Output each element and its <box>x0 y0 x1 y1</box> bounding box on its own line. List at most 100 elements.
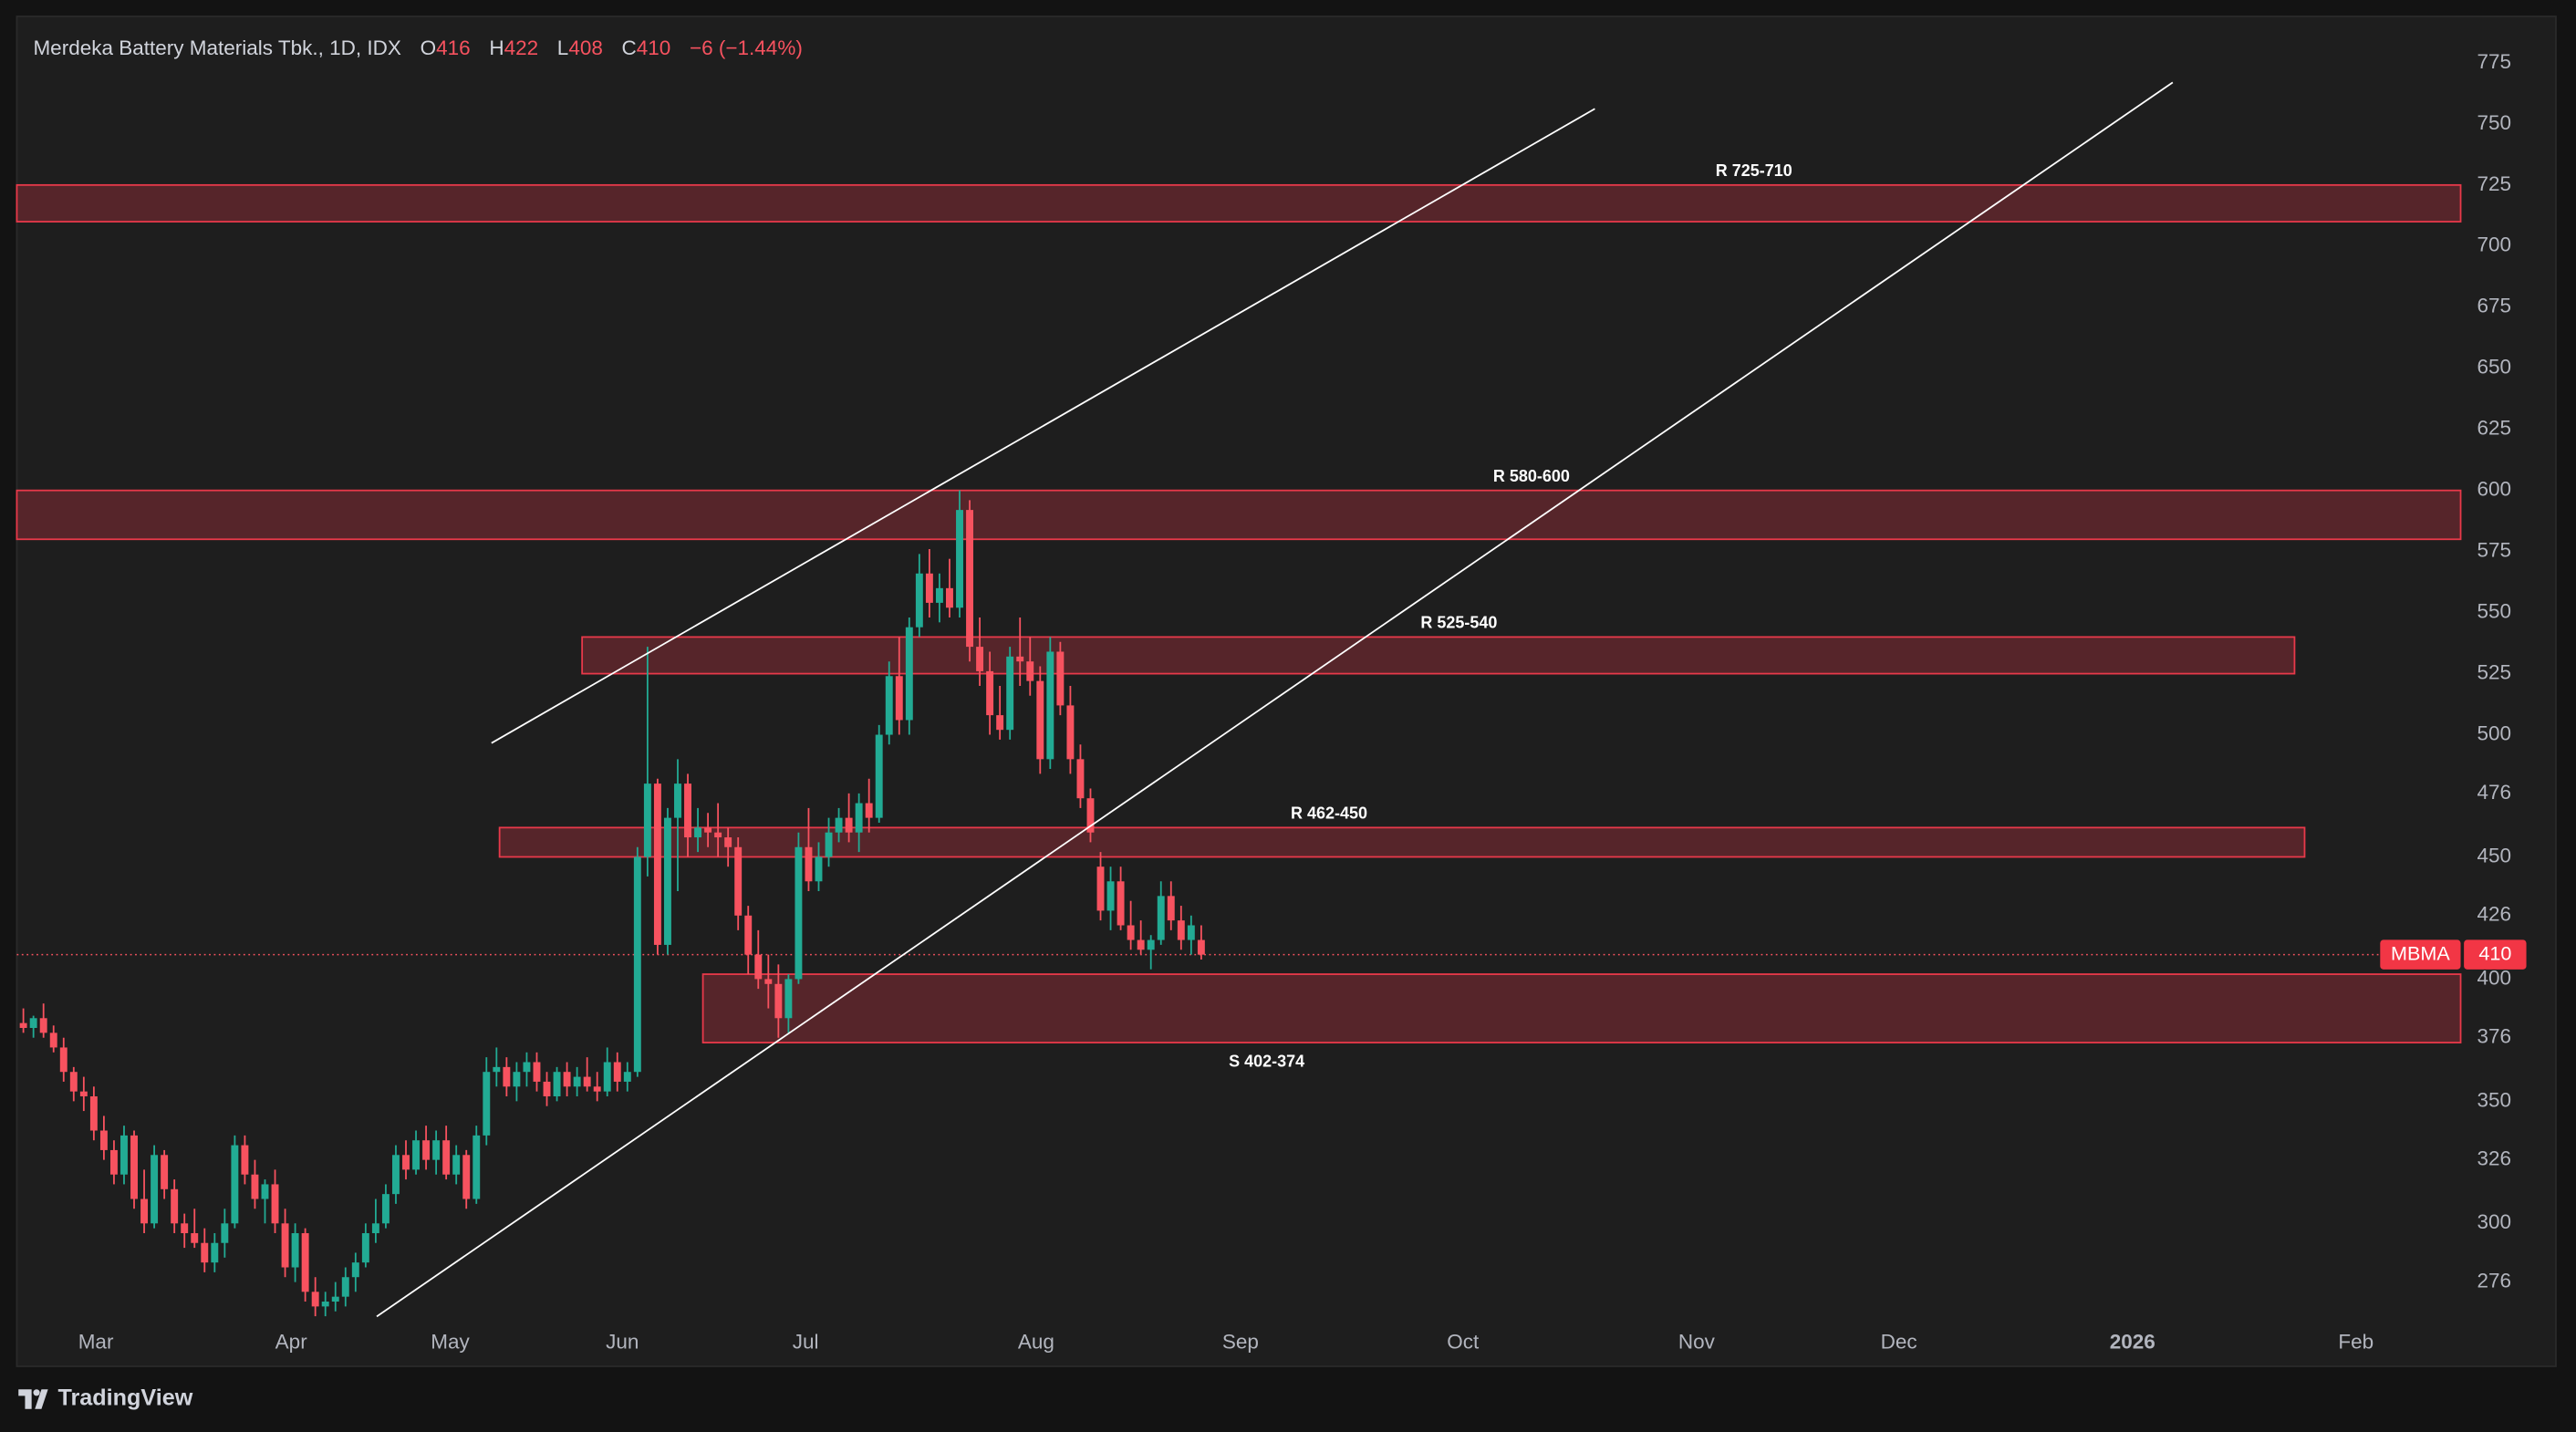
candle-body <box>1036 680 1044 760</box>
chart-header: Merdeka Battery Materials Tbk., 1D, IDX … <box>33 36 802 59</box>
candle-body <box>201 1242 209 1263</box>
candle-body <box>784 979 793 1019</box>
candle-body <box>996 715 1004 731</box>
candle-body <box>140 1199 149 1224</box>
x-tick-label: May <box>431 1331 470 1354</box>
logo-icon <box>18 1389 48 1409</box>
candle-body <box>643 783 651 857</box>
candle-body <box>452 1155 461 1175</box>
candle-body <box>49 1032 57 1048</box>
candle-body <box>966 510 973 648</box>
low-value: 408 <box>568 36 603 59</box>
zone-label: S 402-374 <box>1229 1052 1304 1070</box>
candle-body <box>754 954 763 980</box>
candle-body <box>241 1145 249 1175</box>
candle-body <box>483 1072 491 1136</box>
candle-body <box>79 1091 88 1097</box>
candle-body <box>211 1242 219 1263</box>
candle-body <box>271 1184 279 1224</box>
trend-line <box>491 108 1595 744</box>
candle-body <box>1006 656 1014 731</box>
open-label: O <box>421 36 437 59</box>
candle-body <box>1046 651 1054 760</box>
candle-body <box>59 1047 68 1073</box>
y-tick-label: 600 <box>2477 478 2512 501</box>
candle-body <box>462 1155 471 1199</box>
candle-body <box>261 1184 269 1199</box>
y-tick-label: 500 <box>2477 721 2512 744</box>
candle-body <box>39 1018 47 1033</box>
candle-body <box>221 1223 229 1243</box>
candle-body <box>684 783 691 838</box>
candle-body <box>513 1072 521 1087</box>
y-tick-label: 625 <box>2477 417 2512 440</box>
zone-label: R 725-710 <box>1716 161 1792 180</box>
zone <box>16 489 2462 541</box>
close-value: 410 <box>637 36 671 59</box>
candle-body <box>1096 866 1105 911</box>
candle-body <box>825 832 833 857</box>
candle-body <box>422 1140 431 1160</box>
candle-body <box>613 1062 621 1082</box>
candle-body <box>432 1140 441 1160</box>
candle-body <box>694 827 702 838</box>
zone <box>581 636 2296 675</box>
x-tick-label: Dec <box>1881 1331 1917 1354</box>
candle-body <box>805 846 813 882</box>
brand-name: TradingView <box>57 1385 192 1411</box>
candle-body <box>381 1194 390 1224</box>
candle-body <box>69 1072 78 1092</box>
trend-line <box>376 81 2174 1318</box>
change-value: −6 (−1.44%) <box>690 36 803 59</box>
x-tick-label: Sep <box>1222 1331 1259 1354</box>
candle-body <box>1106 881 1115 911</box>
zone-label: R 580-600 <box>1493 467 1570 485</box>
candle-body <box>392 1155 400 1195</box>
x-tick-label: Jun <box>606 1331 639 1354</box>
y-tick-label: 476 <box>2477 781 2512 804</box>
y-tick-label: 650 <box>2477 356 2512 379</box>
candle-body <box>371 1223 379 1234</box>
candle-body <box>905 627 913 721</box>
candle-body <box>120 1135 128 1175</box>
y-tick-label: 376 <box>2477 1025 2512 1048</box>
candle-body <box>291 1233 299 1268</box>
candle-body <box>986 670 994 716</box>
symbol-tag-bg <box>2380 939 2461 970</box>
candle-body <box>915 573 923 628</box>
candle-body <box>795 846 803 980</box>
candle-body <box>573 1076 581 1087</box>
y-tick-label: 675 <box>2477 295 2512 317</box>
candle-body <box>503 1066 511 1087</box>
y-tick-label: 350 <box>2477 1088 2512 1111</box>
candle-body <box>593 1086 601 1092</box>
zone-label: R 525-540 <box>1420 614 1497 632</box>
candle-body <box>704 827 712 833</box>
candle-body <box>130 1135 138 1199</box>
candle-body <box>1177 920 1185 940</box>
candle-body <box>1127 925 1135 940</box>
x-tick-label: Apr <box>275 1331 308 1354</box>
candle-body <box>412 1140 420 1170</box>
zone-label: R 462-450 <box>1291 804 1367 823</box>
candle-body <box>855 803 863 833</box>
candle-body <box>623 1072 631 1082</box>
y-tick-label: 276 <box>2477 1270 2512 1292</box>
candle-body <box>895 676 903 721</box>
candle-body <box>109 1149 118 1175</box>
candle-body <box>563 1072 571 1087</box>
candle-body <box>663 817 671 945</box>
y-tick-label: 750 <box>2477 111 2512 134</box>
candle-body <box>191 1233 199 1243</box>
candle-body <box>533 1062 541 1082</box>
candle-body <box>734 846 743 916</box>
candle-body <box>351 1262 359 1278</box>
candle-body <box>161 1155 169 1189</box>
candle-body <box>946 587 953 608</box>
zone <box>16 183 2462 223</box>
candle-body <box>473 1135 481 1199</box>
candle-body <box>744 915 753 955</box>
candle-body <box>321 1302 329 1307</box>
